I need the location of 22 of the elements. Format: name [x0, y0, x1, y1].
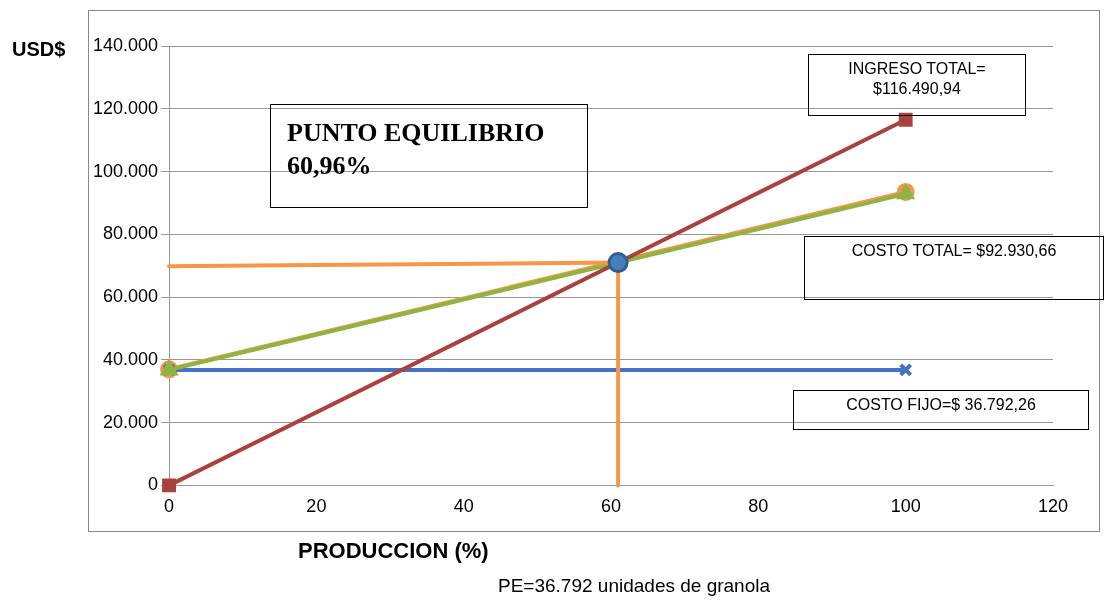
- annotation: PUNTO EQUILIBRIO 60,96%: [270, 104, 588, 208]
- x-tick-label: 60: [601, 496, 622, 517]
- y-tick-label: 120.000: [92, 97, 159, 118]
- y-tick-label: 100.000: [92, 160, 159, 181]
- x-tick-label: 20: [306, 496, 327, 517]
- y-tick-label: 0: [148, 474, 159, 495]
- x-tick-label: 80: [748, 496, 769, 517]
- x-axis-title: PRODUCCION (%): [298, 538, 489, 564]
- y-tick-label: 140.000: [92, 34, 159, 55]
- x-tick-label: 40: [453, 496, 474, 517]
- y-tick-label: 20.000: [103, 411, 159, 432]
- x-tick-label: 100: [890, 496, 921, 517]
- x-tick-label: 120: [1037, 496, 1069, 517]
- annotation: COSTO TOTAL= $92.930,66: [804, 236, 1104, 300]
- text: PE=36.792 unidades de granola: [498, 574, 772, 598]
- y-axis-title: USD$: [12, 38, 66, 61]
- x-tick-label: 0: [164, 496, 175, 517]
- y-tick-label: 80.000: [103, 223, 159, 244]
- y-tick-label: 40.000: [103, 348, 159, 369]
- annotation: INGRESO TOTAL= $116.490,94: [808, 54, 1026, 116]
- annotation: COSTO FIJO=$ 36.792,26: [793, 390, 1089, 430]
- y-tick-label: 60.000: [103, 286, 159, 307]
